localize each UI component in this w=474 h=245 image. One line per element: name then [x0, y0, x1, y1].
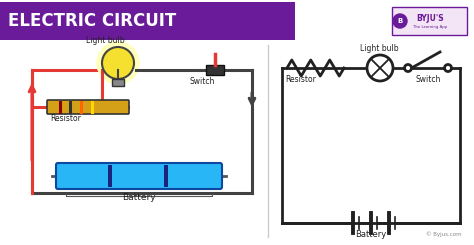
FancyBboxPatch shape	[0, 2, 295, 40]
Text: Light bulb: Light bulb	[360, 44, 399, 53]
Circle shape	[445, 64, 452, 72]
Text: © Byjus.com: © Byjus.com	[427, 231, 462, 237]
FancyBboxPatch shape	[47, 100, 129, 114]
FancyBboxPatch shape	[108, 165, 112, 187]
FancyBboxPatch shape	[164, 165, 168, 187]
FancyBboxPatch shape	[112, 79, 124, 86]
Text: BYJU'S: BYJU'S	[416, 14, 444, 24]
Circle shape	[102, 47, 134, 79]
Circle shape	[393, 14, 407, 28]
FancyBboxPatch shape	[206, 65, 224, 75]
Text: B: B	[397, 18, 402, 24]
Text: Switch: Switch	[416, 75, 441, 84]
Circle shape	[97, 42, 139, 84]
Text: The Learning App: The Learning App	[413, 25, 447, 29]
FancyBboxPatch shape	[56, 163, 222, 189]
Circle shape	[404, 64, 411, 72]
Text: Switch: Switch	[189, 77, 215, 86]
Text: Resistor: Resistor	[50, 114, 81, 123]
Text: ELECTRIC CIRCUIT: ELECTRIC CIRCUIT	[8, 12, 176, 30]
Text: Battery: Battery	[122, 193, 156, 202]
Text: Resistor: Resistor	[285, 75, 316, 84]
Text: Battery: Battery	[356, 230, 387, 239]
Text: Light bulb: Light bulb	[86, 36, 125, 45]
Circle shape	[367, 55, 393, 81]
FancyBboxPatch shape	[392, 7, 467, 35]
